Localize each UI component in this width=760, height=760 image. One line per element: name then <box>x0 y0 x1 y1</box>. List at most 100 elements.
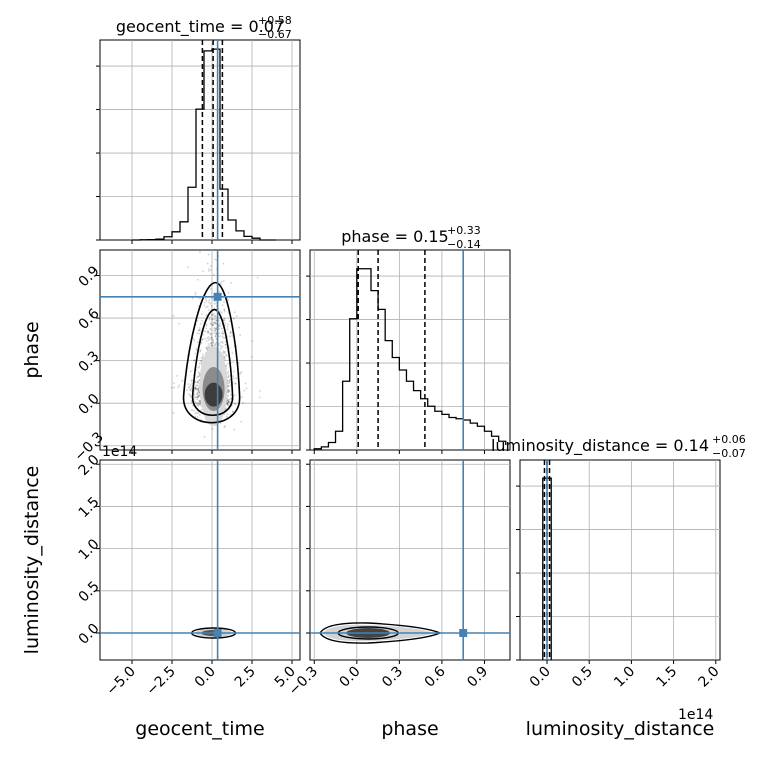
scatter-point <box>233 402 236 405</box>
scatter-point <box>198 394 200 397</box>
scatter-point <box>214 342 217 345</box>
title-luminosity-distance: luminosity_distance = 0.14 <box>491 436 709 456</box>
scatter-point <box>188 393 191 396</box>
scatter-point <box>223 357 226 360</box>
scatter-point <box>229 378 231 381</box>
scatter-point <box>234 403 237 406</box>
scatter-point <box>227 382 229 385</box>
scatter-point <box>211 323 214 326</box>
scatter-point <box>197 382 200 385</box>
scatter-point <box>194 291 197 294</box>
scatter-point <box>211 339 214 341</box>
scatter-point <box>224 425 227 427</box>
scatter-point <box>187 386 190 389</box>
scatter-point <box>173 386 176 389</box>
x-tick-label: 0.0 <box>192 664 219 691</box>
scatter-point <box>190 395 192 398</box>
scatter-point <box>177 386 179 389</box>
scatter-point <box>222 332 225 335</box>
scatter-point <box>240 371 243 373</box>
scatter-point <box>229 393 232 396</box>
scatter-point <box>193 359 196 362</box>
scatter-point <box>226 362 229 365</box>
scatter-point <box>199 402 201 405</box>
scatter-point <box>209 327 212 330</box>
scatter-point <box>224 353 227 356</box>
scatter-point <box>228 400 230 403</box>
scatter-point <box>193 359 196 361</box>
scatter-point <box>226 372 229 375</box>
scatter-point <box>221 345 224 348</box>
scatter-point <box>205 300 208 302</box>
scatter-point <box>196 384 199 387</box>
x-tick-label: 0.0 <box>527 664 554 691</box>
scatter-point <box>224 340 227 343</box>
scatter-point <box>214 335 217 338</box>
scatter-point <box>195 369 198 371</box>
scatter-point <box>258 389 261 392</box>
scatter-point <box>223 317 226 320</box>
scatter-point <box>222 336 225 339</box>
scatter-point <box>227 401 230 404</box>
scatter-point <box>207 343 210 346</box>
scatter-point <box>201 357 204 360</box>
scatter-point <box>218 332 221 335</box>
scatter-point <box>194 387 197 389</box>
scatter-point <box>210 297 213 300</box>
scatter-point <box>178 322 180 325</box>
scatter-point <box>213 327 216 329</box>
scatter-point <box>205 324 208 327</box>
scatter-point <box>191 297 194 300</box>
scatter-point <box>198 327 201 329</box>
scatter-point <box>219 422 222 425</box>
scatter-point <box>226 413 229 416</box>
scatter-point <box>208 316 211 319</box>
scatter-point <box>194 386 197 389</box>
y-tick-label: 1.0 <box>76 536 103 563</box>
scatter-point <box>231 411 234 413</box>
scatter-point <box>181 380 184 382</box>
scatter-point <box>223 426 226 429</box>
scatter-point <box>229 401 231 403</box>
scatter-point <box>229 331 232 334</box>
scatter-point <box>227 291 230 294</box>
scatter-point <box>211 318 214 321</box>
panel-geocent-time-histogram <box>96 39 301 244</box>
title-geocent-time: geocent_time = 0.07 <box>116 17 284 37</box>
scatter-point <box>215 337 218 340</box>
scatter-point <box>214 344 217 347</box>
scatter-point <box>250 356 253 358</box>
scatter-point <box>208 299 211 302</box>
scatter-point <box>235 377 238 380</box>
scatter-point <box>208 301 210 304</box>
scatter-point <box>240 420 243 423</box>
scatter-point <box>218 327 221 330</box>
scatter-point <box>178 384 180 387</box>
axes-frame <box>519 459 721 661</box>
scatter-point <box>214 315 216 318</box>
scatter-point <box>204 330 206 333</box>
scatter-point <box>210 305 213 308</box>
scatter-point <box>233 311 236 314</box>
scatter-point <box>227 391 230 394</box>
scatter-point <box>227 400 230 403</box>
scatter-point <box>209 332 212 335</box>
scatter-point <box>195 387 198 390</box>
scatter-point <box>228 379 231 382</box>
scatter-point <box>228 390 231 393</box>
scatter-point <box>220 280 223 283</box>
scatter-point <box>235 315 238 318</box>
scatter-point <box>197 403 200 406</box>
scatter-point <box>197 404 200 407</box>
scatter-point <box>211 314 214 317</box>
scatter-point <box>197 341 199 344</box>
scatter-point <box>201 338 204 341</box>
scatter-point <box>172 314 175 317</box>
scatter-point <box>205 327 208 330</box>
panel-luminosity-distance-vs-geocent-time: −5.0 −2.5 0.0 2.5 5.00.00.51.01.52.0 <box>76 452 301 699</box>
scatter-point <box>228 400 230 403</box>
scatter-point <box>222 280 225 282</box>
scatter-point <box>195 349 198 352</box>
scatter-point <box>218 335 221 338</box>
scatter-point <box>196 278 199 281</box>
